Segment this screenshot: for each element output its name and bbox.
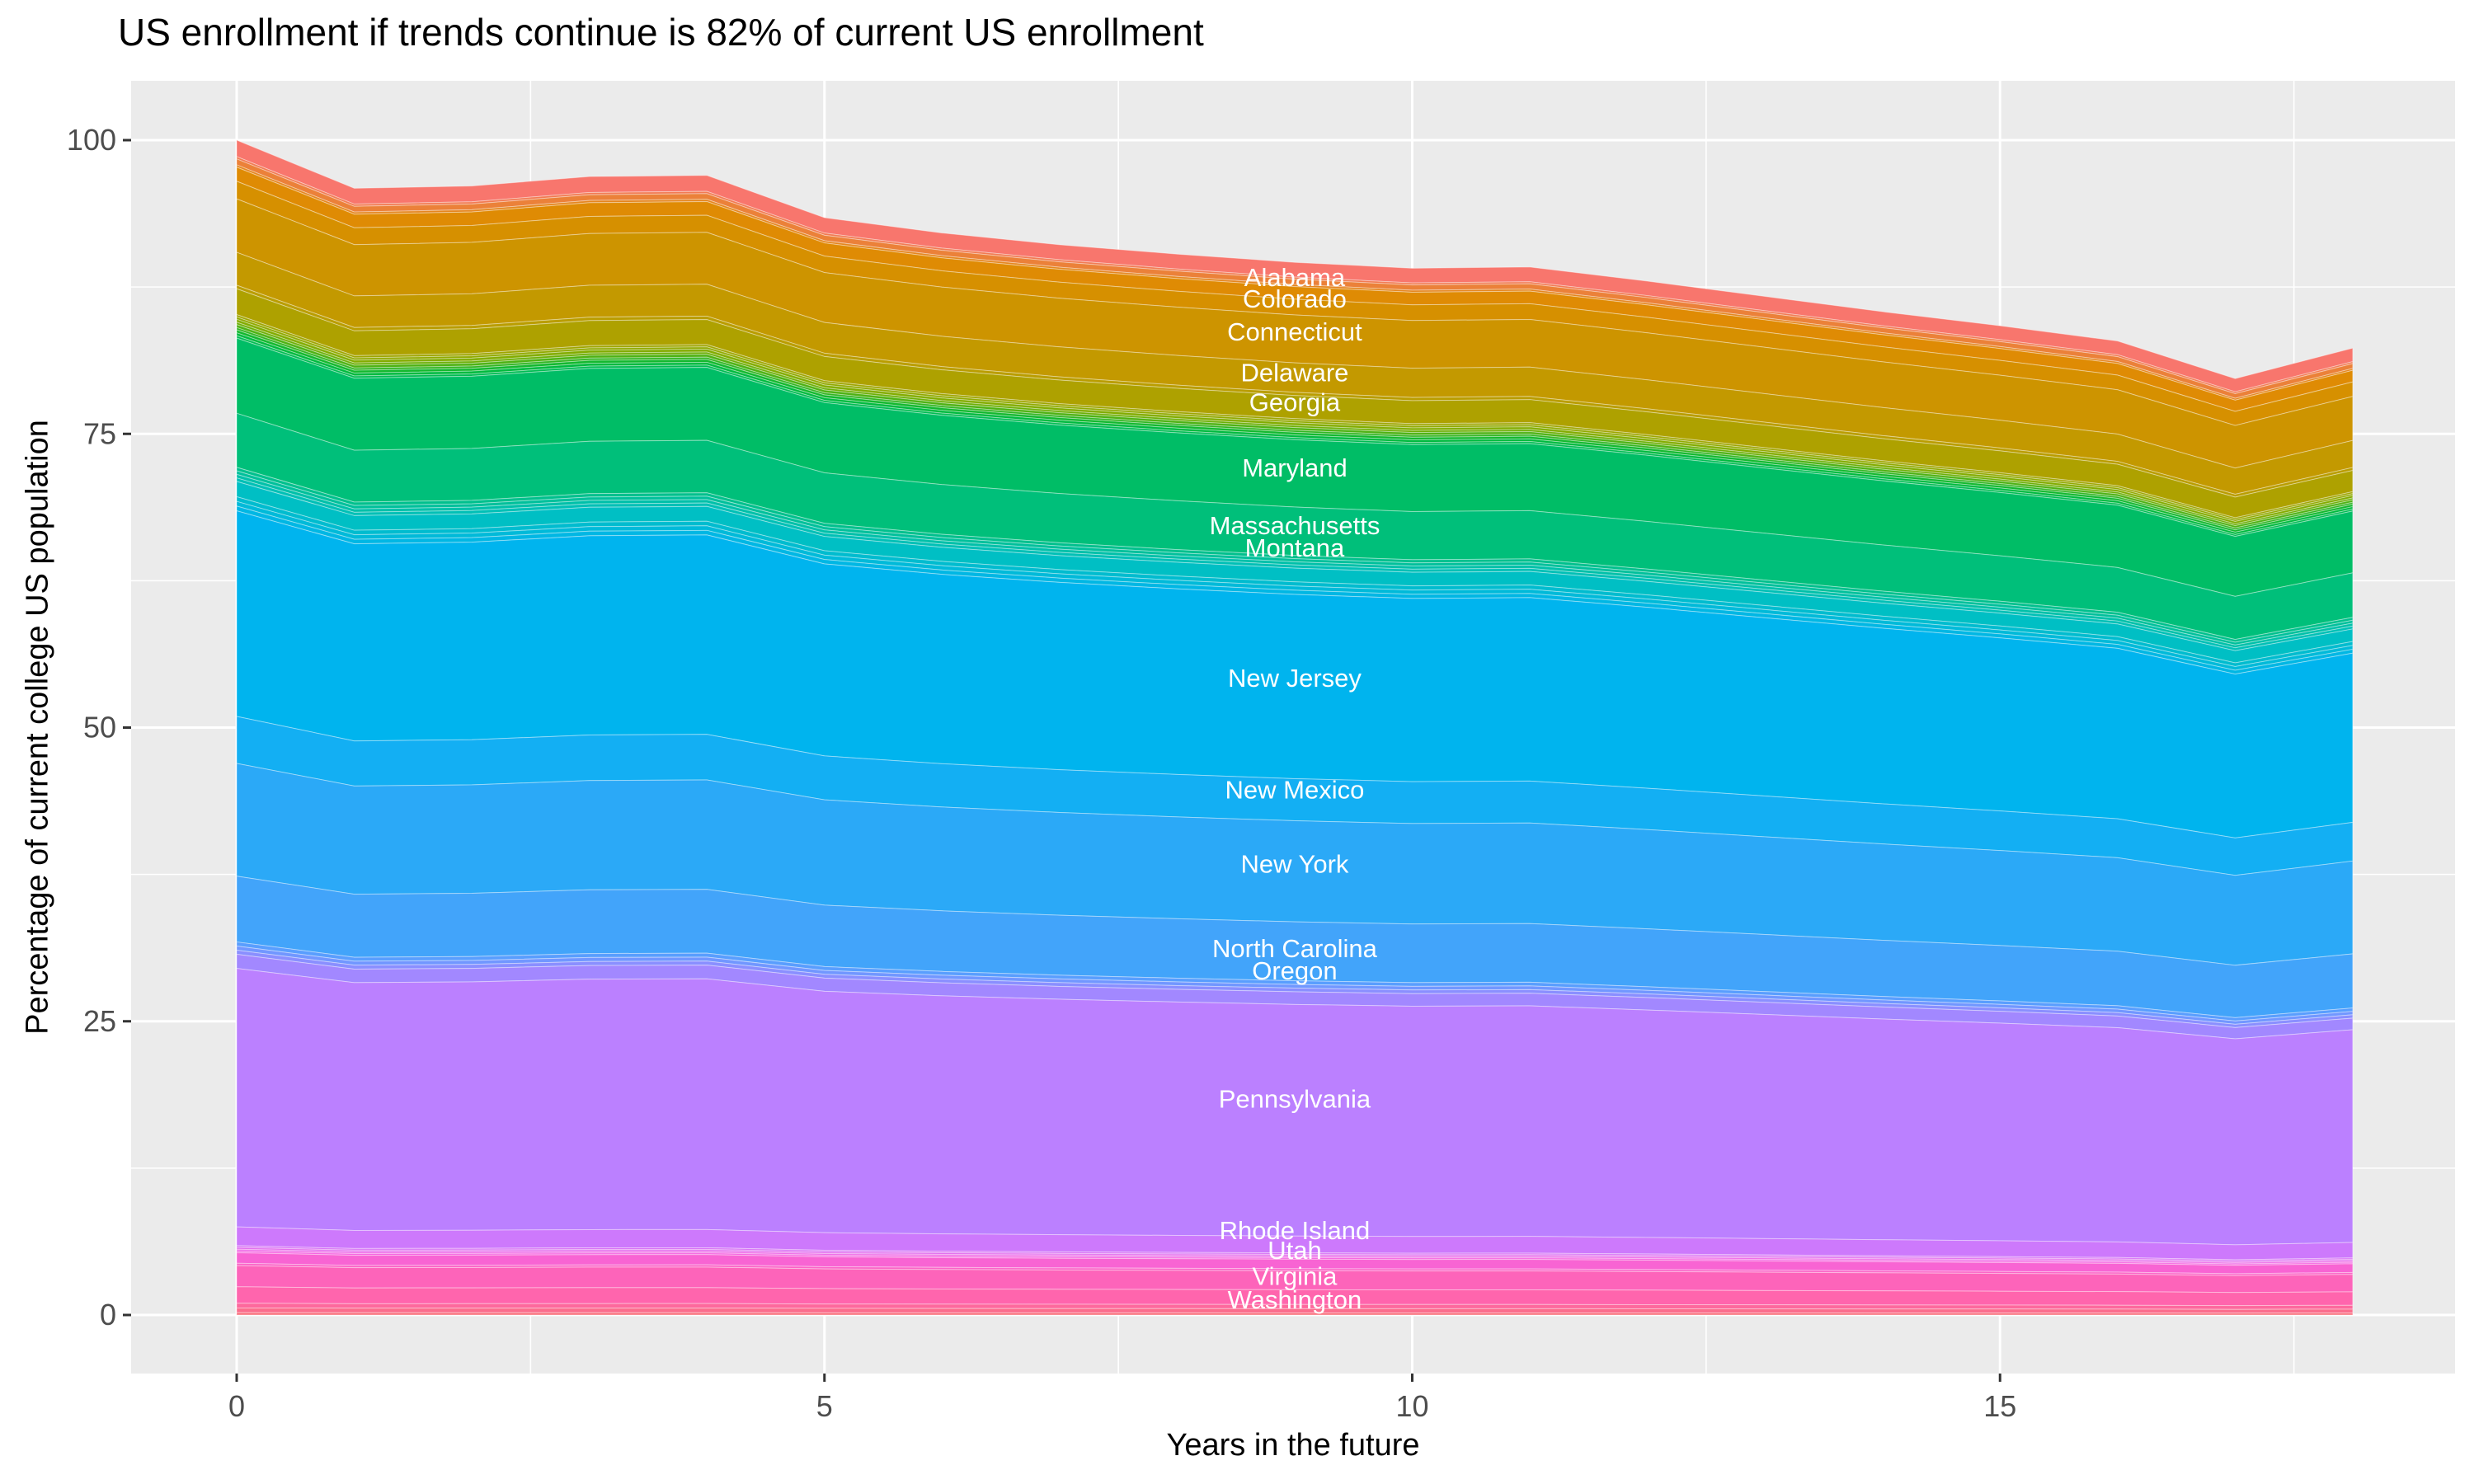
state-label-georgia: Georgia <box>1249 387 1341 416</box>
state-label-montana: Montana <box>1245 533 1345 562</box>
state-label-virginia: Virginia <box>1253 1261 1338 1290</box>
x-tick-label-5: 5 <box>816 1389 833 1423</box>
state-label-alabama: Alabama <box>1244 263 1346 292</box>
state-label-colorado: Colorado <box>1243 284 1347 313</box>
state-label-connecticut: Connecticut <box>1227 317 1362 346</box>
state-label-rhode-island: Rhode Island <box>1220 1216 1371 1245</box>
y-tick-label-0: 0 <box>100 1298 116 1331</box>
x-tick-label-0: 0 <box>228 1389 245 1423</box>
state-label-new-jersey: New Jersey <box>1228 664 1362 693</box>
y-tick-label-75: 75 <box>83 416 116 450</box>
x-tick-label-10: 10 <box>1395 1389 1428 1423</box>
state-label-maryland: Maryland <box>1242 453 1348 482</box>
state-label-north-carolina: North Carolina <box>1212 934 1378 963</box>
chart-title: US enrollment if trends continue is 82% … <box>118 11 1204 54</box>
state-label-new-york: New York <box>1240 849 1348 878</box>
state-label-oregon: Oregon <box>1252 956 1337 985</box>
state-label-massachusetts: Massachusetts <box>1210 511 1380 540</box>
state-label-delaware: Delaware <box>1240 359 1348 387</box>
state-areas <box>236 139 2354 1316</box>
state-label-washington: Washington <box>1228 1285 1362 1314</box>
axis-ticks: 0 5 10 15 0 25 50 75 100 <box>67 123 2016 1423</box>
area-wyoming <box>236 1312 2354 1316</box>
y-tick-label-100: 100 <box>67 123 116 157</box>
y-axis-title: Percentage of current college US populat… <box>20 420 55 1035</box>
state-label-utah: Utah <box>1268 1236 1321 1265</box>
x-tick-label-15: 15 <box>1983 1389 2016 1423</box>
y-tick-label-25: 25 <box>83 1004 116 1038</box>
y-tick-label-50: 50 <box>83 711 116 744</box>
state-label-pennsylvania: Pennsylvania <box>1219 1084 1371 1113</box>
x-axis-title: Years in the future <box>1166 1428 1420 1463</box>
state-label-new-mexico: New Mexico <box>1225 776 1365 805</box>
